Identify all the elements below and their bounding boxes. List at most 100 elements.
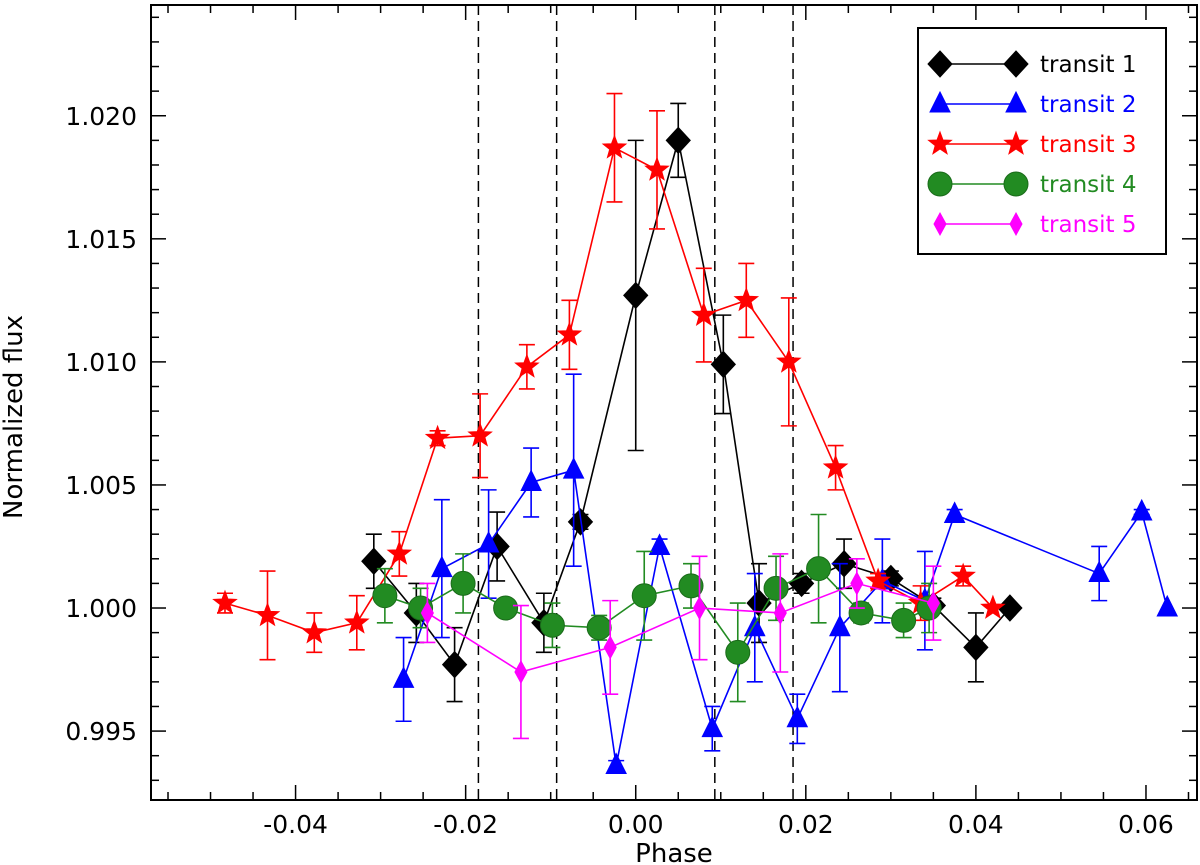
legend-label: transit 4	[1040, 172, 1136, 198]
x-tick-label: 0.04	[948, 810, 1004, 839]
legend-marker	[933, 211, 947, 237]
data-point	[788, 569, 815, 598]
data-point	[701, 715, 724, 738]
data-point	[678, 573, 704, 599]
data-point	[865, 567, 891, 592]
y-tick-label: 1.015	[65, 225, 137, 254]
data-point	[1088, 560, 1111, 583]
data-point	[556, 321, 583, 346]
legend-box	[917, 27, 1167, 255]
x-axis: -0.04 -0.02 0.00 0.02 0.04 0.06	[167, 5, 1190, 839]
y-tick-label: 1.020	[65, 102, 137, 131]
data-point	[763, 575, 789, 601]
data-point	[963, 633, 989, 662]
data-point	[467, 422, 493, 447]
data-point	[692, 595, 707, 621]
x-tick-label: 0.02	[778, 810, 834, 839]
data-point	[710, 350, 737, 379]
data-point	[605, 752, 627, 775]
data-point	[665, 126, 691, 155]
data-point	[344, 609, 370, 634]
data-point	[848, 600, 874, 626]
legend-marker	[1009, 211, 1023, 237]
data-point	[601, 134, 628, 159]
data-point	[786, 705, 809, 728]
data-point	[424, 424, 451, 450]
data-point	[254, 601, 281, 627]
data-point	[631, 583, 657, 609]
y-tick-label: 1.000	[65, 594, 137, 623]
data-point	[361, 547, 387, 575]
data-series	[212, 92, 1179, 775]
data-point	[773, 600, 787, 625]
data-point	[372, 583, 398, 609]
series-transit-5	[419, 553, 942, 740]
data-point	[648, 533, 671, 555]
data-point	[743, 614, 766, 637]
legend: transit 1 transit 2 transit 3 transit 4 tran…	[917, 27, 1167, 255]
series-transit-4	[372, 513, 942, 703]
data-point	[520, 469, 542, 491]
series-transit-2	[392, 373, 1179, 775]
data-point	[822, 454, 849, 479]
data-point	[1156, 594, 1179, 617]
phase-boundary-lines	[477, 5, 794, 800]
data-point	[603, 635, 617, 660]
data-point	[623, 281, 649, 310]
data-point	[725, 639, 751, 665]
data-point	[431, 555, 453, 578]
data-point	[386, 540, 413, 565]
legend-marker	[1003, 171, 1029, 197]
data-point	[514, 353, 540, 378]
legend-label: transit 1	[1040, 52, 1136, 78]
data-point	[450, 570, 476, 596]
data-point	[997, 594, 1023, 622]
data-point	[420, 600, 434, 625]
legend-marker	[927, 50, 953, 78]
data-point	[776, 348, 802, 373]
legend-marker	[929, 90, 951, 113]
data-point	[891, 607, 917, 633]
data-point	[539, 612, 565, 638]
x-tick-label: 0.00	[608, 810, 664, 839]
data-point	[733, 286, 760, 312]
series-line	[402, 469, 1169, 766]
legend-item: transit 5	[933, 211, 1136, 238]
legend-marker	[927, 171, 953, 197]
data-point	[514, 659, 528, 685]
x-tick-label: -0.04	[263, 810, 328, 839]
legend-label: transit 2	[1040, 92, 1136, 118]
data-point	[926, 591, 940, 616]
data-point	[943, 501, 966, 523]
x-axis-title: Phase	[635, 839, 713, 865]
legend-marker	[1003, 50, 1029, 78]
data-point	[562, 457, 585, 479]
x-tick-label: -0.02	[433, 810, 498, 839]
y-axis-title: Normalized flux	[0, 315, 29, 519]
series-line	[373, 140, 1011, 667]
data-point	[1130, 498, 1153, 521]
legend-item: transit 4	[927, 171, 1136, 198]
y-tick-label: 0.995	[65, 717, 137, 746]
data-point	[392, 666, 415, 688]
legend-label: transit 5	[1040, 212, 1136, 238]
data-point	[850, 571, 864, 596]
legend-item: transit 3	[927, 130, 1136, 158]
legend-marker	[927, 130, 953, 155]
data-point	[212, 589, 238, 614]
data-point	[806, 556, 832, 582]
x-tick-label: 0.06	[1118, 810, 1174, 839]
y-axis: 0.995 1.000 1.005 1.010 1.015 1.020	[65, 16, 1197, 782]
y-tick-label: 1.005	[65, 471, 137, 500]
data-point	[690, 301, 717, 326]
series-transit-3	[212, 92, 1006, 661]
legend-label: transit 3	[1040, 132, 1136, 158]
plot-frame	[150, 4, 1198, 801]
y-tick-label: 1.010	[65, 348, 137, 377]
data-point	[829, 614, 851, 637]
legend-marker	[1003, 130, 1029, 155]
data-point	[301, 619, 328, 644]
data-point	[644, 156, 670, 181]
series-line	[224, 146, 994, 634]
